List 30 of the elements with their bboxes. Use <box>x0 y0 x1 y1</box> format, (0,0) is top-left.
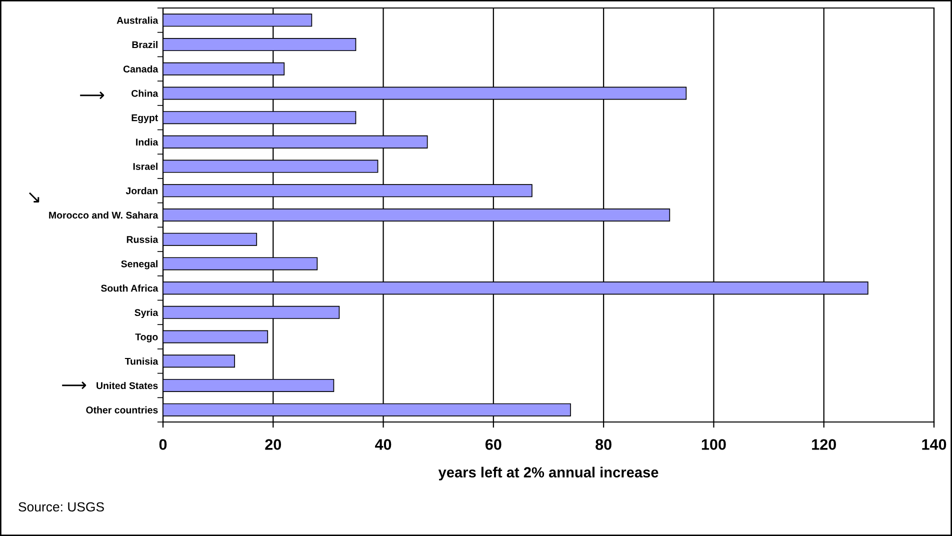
x-tick-label: 120 <box>812 439 836 450</box>
x-tick-label: 60 <box>485 439 502 450</box>
y-tick-label: Other countries <box>86 406 158 414</box>
text: ⟶ <box>80 91 104 100</box>
y-tick-label: Senegal <box>121 260 158 270</box>
x-tick-label: 140 <box>922 439 946 450</box>
y-tick-label: Israel <box>133 162 158 170</box>
y-tick-label: Brazil <box>132 41 158 48</box>
x-tick-label: 100 <box>702 439 726 450</box>
y-tick-label: Syria <box>134 308 158 318</box>
y-tick-label: India <box>136 138 158 146</box>
y-tick-label: Australia <box>116 16 158 24</box>
y-tick-label: Canada <box>123 65 158 72</box>
text: ↘ <box>28 192 40 203</box>
x-tick-label: 0 <box>159 439 167 450</box>
y-tick-label: Jordan <box>126 187 158 194</box>
y-tick-label: Togo <box>135 334 158 342</box>
x-axis-title: years left at 2% annual increase <box>438 466 658 480</box>
text: ⟶ <box>62 381 86 390</box>
x-tick-label: 80 <box>596 439 612 450</box>
x-tick-label: 40 <box>375 439 392 450</box>
x-tick-label: 20 <box>265 439 282 450</box>
source-note: Source: USGS <box>18 502 104 512</box>
y-tick-label: Tunisia <box>124 358 158 365</box>
y-tick-label: United States <box>96 382 158 390</box>
y-tick-label: China <box>132 90 158 97</box>
y-tick-label: Egypt <box>132 114 158 124</box>
y-tick-label: Morocco and W. Sahara <box>49 211 158 219</box>
y-tick-label: Russia <box>126 236 158 243</box>
y-tick-label: South Africa <box>100 284 158 292</box>
